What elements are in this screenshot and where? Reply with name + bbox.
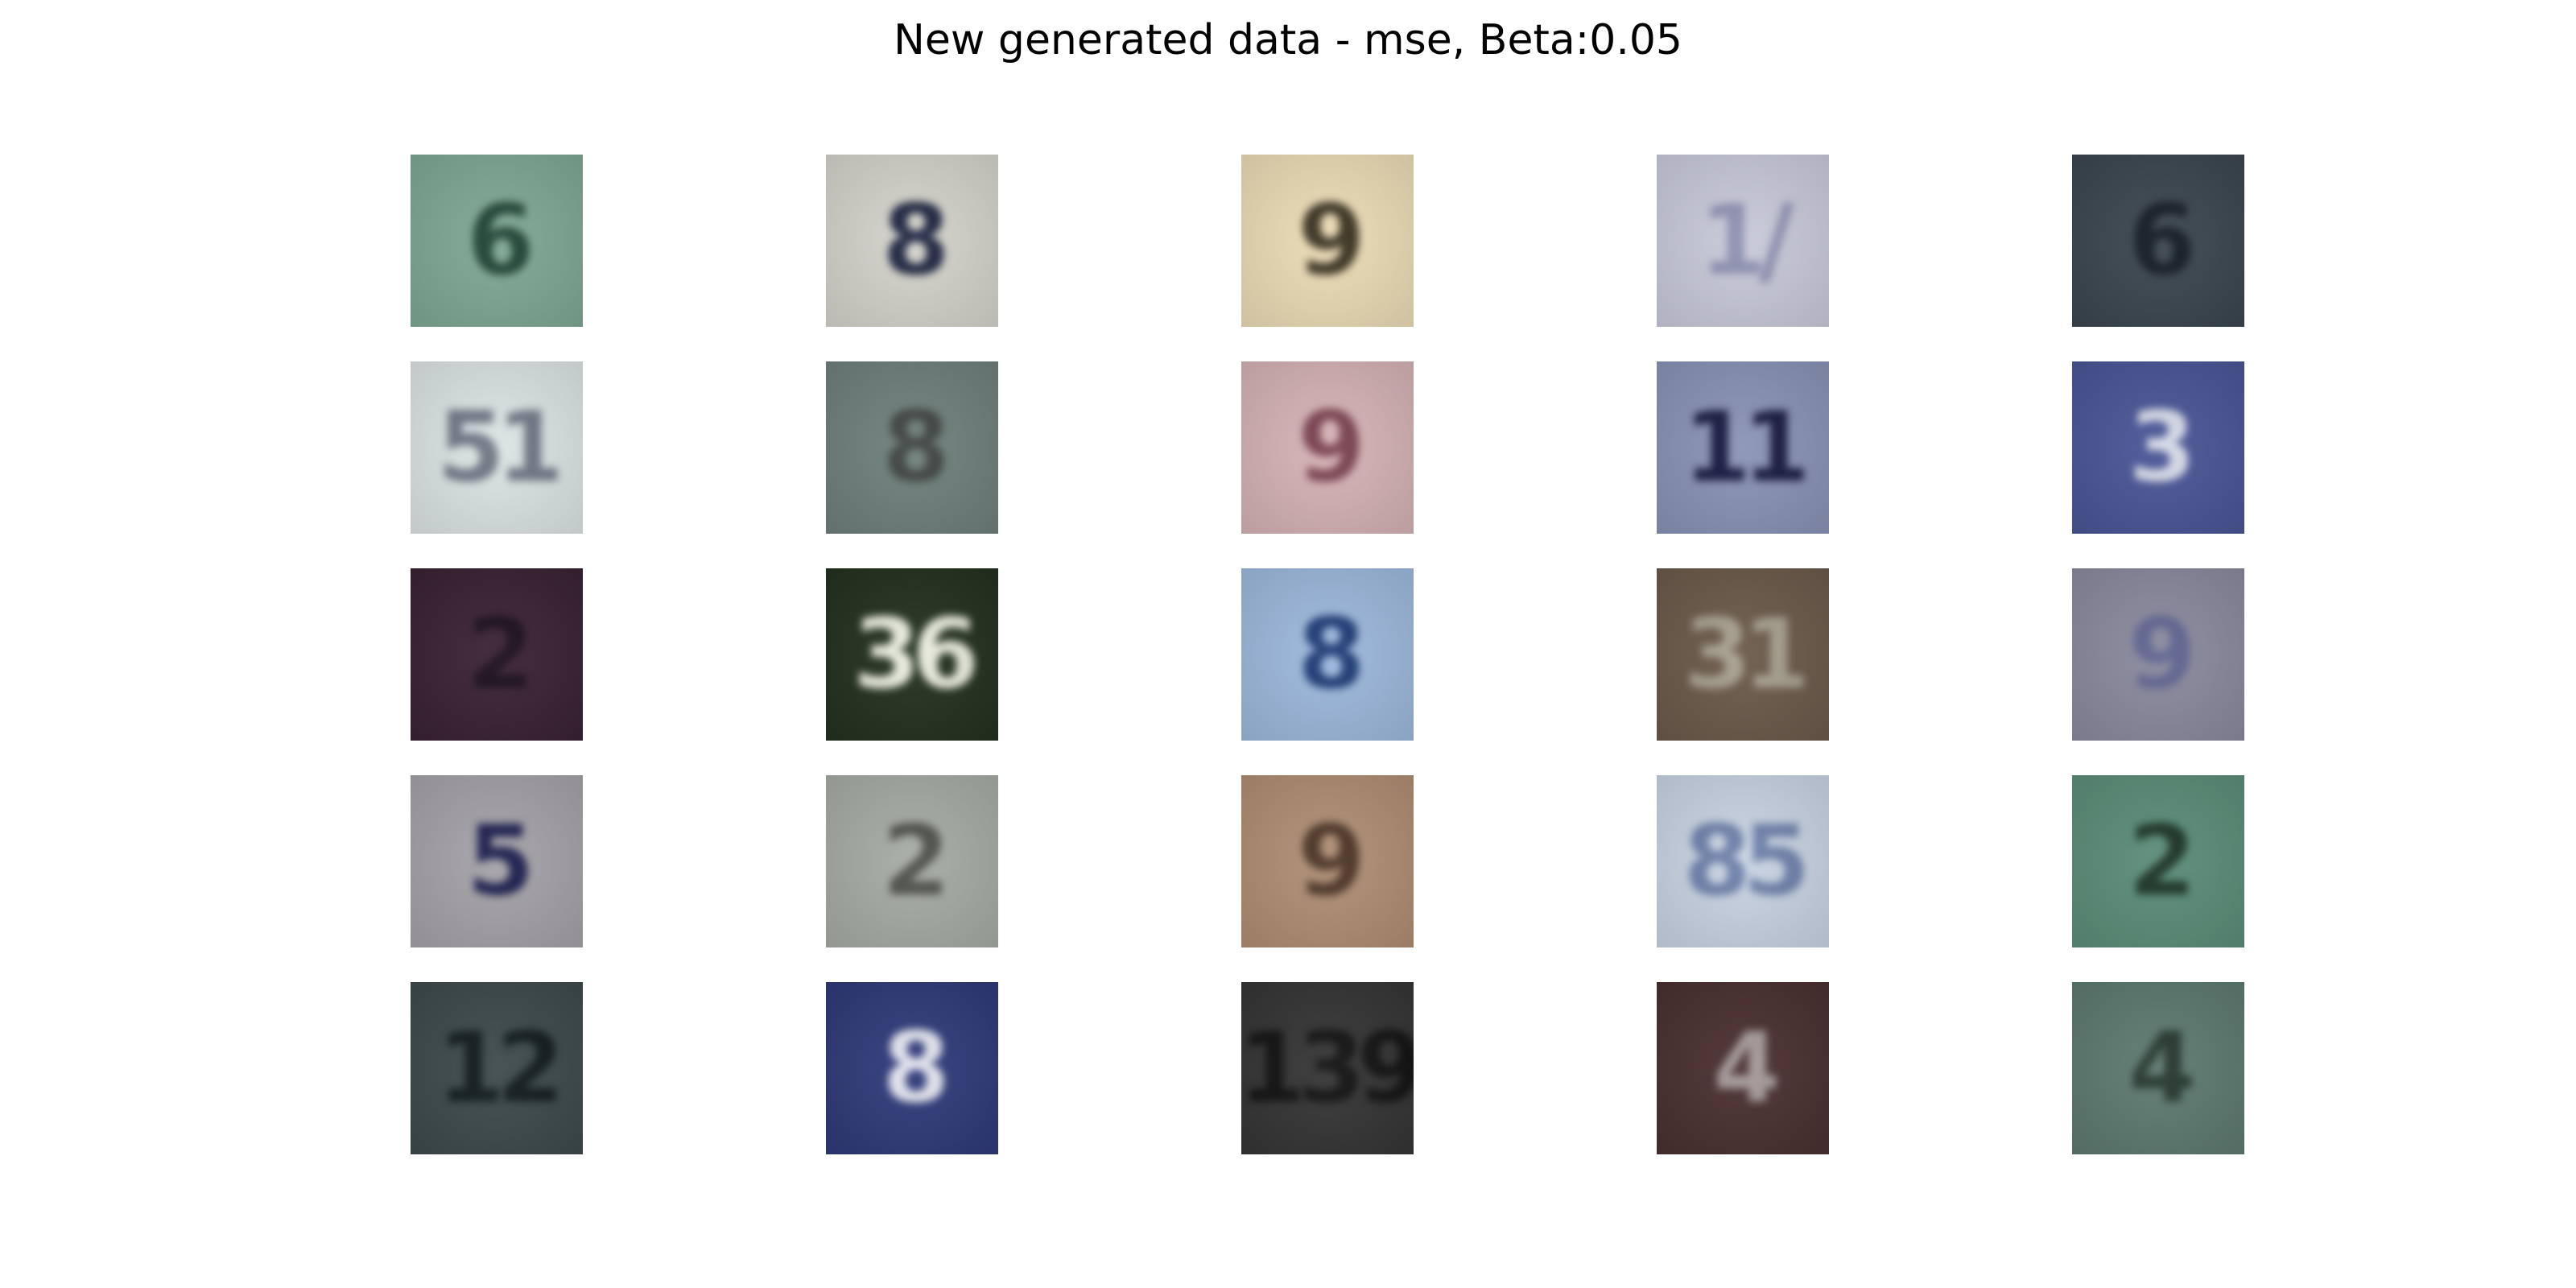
sample-shading — [2072, 361, 2244, 534]
generated-sample-image: 6 — [2072, 155, 2244, 327]
sample-shading — [1241, 568, 1414, 741]
sample-shading — [2072, 568, 2244, 741]
sample-shading — [411, 361, 583, 534]
generated-sample-image: 9 — [1241, 361, 1414, 534]
sample-digit-texture: 8 — [826, 361, 998, 534]
sample-shading — [826, 775, 998, 947]
sample-shading — [826, 568, 998, 741]
generated-sample-image: 8 — [826, 155, 998, 327]
sample-digit-texture: 31 — [1657, 568, 1829, 741]
generated-sample-image: 3 — [2072, 361, 2244, 534]
generated-sample-image: 4 — [1657, 982, 1829, 1154]
generated-sample-image: 8 — [826, 361, 998, 534]
sample-digit-texture: 9 — [2072, 568, 2244, 741]
sample-shading — [1657, 982, 1829, 1154]
generated-sample-image: 36 — [826, 568, 998, 741]
sample-shading — [1241, 361, 1414, 534]
sample-digit-texture: 139 — [1241, 982, 1414, 1154]
sample-digit-texture: 8 — [826, 155, 998, 327]
sample-shading — [1657, 155, 1829, 327]
sample-shading — [2072, 155, 2244, 327]
generated-sample-image: 4 — [2072, 982, 2244, 1154]
generated-sample-image: 5 — [411, 775, 583, 947]
sample-shading — [1241, 775, 1414, 947]
sample-digit-texture: 2 — [411, 568, 583, 741]
generated-sample-image: 85 — [1657, 775, 1829, 947]
generated-sample-image: 1/ — [1657, 155, 1829, 327]
sample-shading — [411, 568, 583, 741]
sample-digit-texture: 4 — [2072, 982, 2244, 1154]
generated-sample-image: 12 — [411, 982, 583, 1154]
generated-sample-image: 51 — [411, 361, 583, 534]
sample-digit-texture: 5 — [411, 775, 583, 947]
sample-digit-texture: 8 — [1241, 568, 1414, 741]
sample-digit-texture: 9 — [1241, 775, 1414, 947]
generated-sample-image: 2 — [411, 568, 583, 741]
generated-sample-image: 8 — [1241, 568, 1414, 741]
sample-shading — [1657, 361, 1829, 534]
generated-sample-image: 8 — [826, 982, 998, 1154]
sample-digit-texture: 6 — [2072, 155, 2244, 327]
sample-shading — [411, 982, 583, 1154]
sample-digit-texture: 2 — [2072, 775, 2244, 947]
generated-sample-image: 9 — [1241, 155, 1414, 327]
sample-digit-texture: 3 — [2072, 361, 2244, 534]
sample-digit-texture: 2 — [826, 775, 998, 947]
sample-shading — [2072, 775, 2244, 947]
sample-digit-texture: 12 — [411, 982, 583, 1154]
sample-shading — [826, 361, 998, 534]
generated-sample-image: 31 — [1657, 568, 1829, 741]
generated-sample-image: 2 — [2072, 775, 2244, 947]
figure-title: New generated data - mse, Beta:0.05 — [893, 16, 1683, 64]
sample-shading — [411, 155, 583, 327]
generated-sample-image: 9 — [1241, 775, 1414, 947]
sample-digit-texture: 8 — [826, 982, 998, 1154]
generated-sample-image: 9 — [2072, 568, 2244, 741]
sample-shading — [1241, 155, 1414, 327]
sample-digit-texture: 9 — [1241, 361, 1414, 534]
sample-digit-texture: 1/ — [1657, 155, 1829, 327]
sample-digit-texture: 11 — [1657, 361, 1829, 534]
sample-digit-texture: 4 — [1657, 982, 1829, 1154]
sample-digit-texture: 9 — [1241, 155, 1414, 327]
sample-shading — [1241, 982, 1414, 1154]
sample-digit-texture: 51 — [411, 361, 583, 534]
sample-shading — [826, 982, 998, 1154]
sample-shading — [1657, 568, 1829, 741]
sample-digit-texture: 6 — [411, 155, 583, 327]
generated-sample-image: 6 — [411, 155, 583, 327]
sample-digit-texture: 85 — [1657, 775, 1829, 947]
sample-shading — [826, 155, 998, 327]
sample-shading — [2072, 982, 2244, 1154]
sample-digit-texture: 36 — [826, 568, 998, 741]
sample-shading — [411, 775, 583, 947]
generated-sample-image: 139 — [1241, 982, 1414, 1154]
generated-sample-image: 11 — [1657, 361, 1829, 534]
generated-sample-image: 2 — [826, 775, 998, 947]
sample-shading — [1657, 775, 1829, 947]
